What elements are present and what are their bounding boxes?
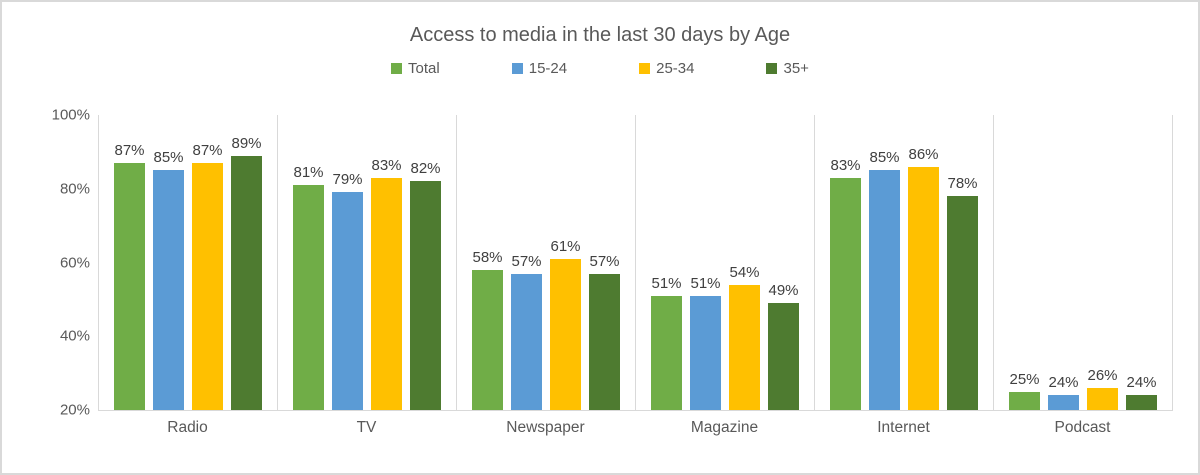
bar-tv-25-34: 83% <box>371 157 402 410</box>
legend-label: 15-24 <box>528 60 568 77</box>
category-group-newspaper: 58% 57% 61% 57% <box>457 115 636 410</box>
category-label-newspaper: Newspaper <box>506 419 585 436</box>
bar-value-label: 54% <box>729 263 760 281</box>
legend-swatch-25-34 <box>639 63 651 74</box>
y-tick-label: 20% <box>59 401 90 419</box>
bar-magazine-15-24: 51% <box>690 275 721 410</box>
bar-internet-15-24: 85% <box>869 149 900 410</box>
bar-magazine-total: 51% <box>651 275 682 410</box>
bar-value-label: 24% <box>1126 374 1157 392</box>
category-label-podcast: Podcast <box>1054 419 1111 436</box>
bar-internet-25-34: 86% <box>908 146 939 410</box>
bar-radio-total: 87% <box>114 142 145 410</box>
legend-label: 25-34 <box>656 60 695 77</box>
bar-newspaper-15-24: 57% <box>511 253 542 410</box>
bar-value-label: 85% <box>153 149 184 167</box>
bar-internet-35: 78% <box>947 175 978 410</box>
bar-newspaper-35: 57% <box>589 253 620 410</box>
legend-swatch-15-24 <box>511 63 523 74</box>
chart-title: Access to media in the last 30 days by A… <box>409 24 791 46</box>
category-group-magazine: 51% 51% 54% 49% <box>636 115 815 410</box>
legend-item-35: 35+ <box>766 60 809 77</box>
bar-value-label: 83% <box>830 156 861 174</box>
y-axis: 100% 80% 60% 40% 20% <box>30 107 90 419</box>
plot-area: 87% 85% 87% 89% 81% 79% 83% 82% 58% 57% 61% 57% 51% 5… <box>98 115 1173 411</box>
bar-newspaper-total: 58% <box>472 249 503 410</box>
bar-radio-15-24: 85% <box>153 149 184 410</box>
legend-item-15-24: 15-24 <box>511 60 568 77</box>
bar-value-label: 87% <box>114 141 145 159</box>
bar-value-label: 51% <box>651 274 682 292</box>
bar-value-label: 49% <box>768 282 799 300</box>
category-group-radio: 87% 85% 87% 89% <box>99 115 278 410</box>
category-group-tv: 81% 79% 83% 82% <box>278 115 457 410</box>
bar-value-label: 58% <box>472 248 503 266</box>
x-axis-labels: Radio TV Newspaper Magazine Internet Podcast <box>98 419 1172 437</box>
y-tick-label: 100% <box>51 106 90 124</box>
bar-podcast-15-24: 24% <box>1048 374 1079 410</box>
bar-magazine-35: 49% <box>768 282 799 410</box>
bar-internet-total: 83% <box>830 157 861 410</box>
legend-label: Total <box>408 60 440 77</box>
legend: Total 15-24 25-34 35+ <box>2 60 1198 77</box>
bar-value-label: 86% <box>908 145 939 163</box>
bar-podcast-35: 24% <box>1126 374 1157 410</box>
category-group-podcast: 25% 24% 26% 24% <box>994 115 1173 410</box>
bar-value-label: 25% <box>1009 370 1040 388</box>
bar-podcast-25-34: 26% <box>1087 367 1118 410</box>
legend-item-25-34: 25-34 <box>639 60 694 77</box>
legend-label: 35+ <box>783 60 809 77</box>
bar-value-label: 82% <box>410 160 441 178</box>
bar-magazine-25-34: 54% <box>729 264 760 410</box>
y-tick-label: 60% <box>59 254 90 271</box>
bar-value-label: 85% <box>869 149 900 167</box>
legend-swatch-35 <box>766 63 778 74</box>
bar-value-label: 81% <box>293 164 324 182</box>
bar-value-label: 89% <box>231 134 262 152</box>
legend-swatch-total <box>391 63 403 74</box>
bar-value-label: 51% <box>690 274 721 292</box>
bar-value-label: 78% <box>947 175 978 193</box>
legend-item-total: Total <box>391 60 440 77</box>
bar-tv-15-24: 79% <box>332 171 363 410</box>
bar-value-label: 83% <box>371 156 402 174</box>
y-tick-label: 40% <box>59 327 90 345</box>
bar-value-label: 87% <box>192 141 223 159</box>
bar-value-label: 24% <box>1048 374 1079 392</box>
bar-radio-35: 89% <box>231 135 262 410</box>
category-label-internet: Internet <box>877 419 930 436</box>
bar-value-label: 57% <box>589 252 620 270</box>
category-label-tv: TV <box>356 419 377 436</box>
category-group-internet: 83% 85% 86% 78% <box>815 115 994 410</box>
bar-podcast-total: 25% <box>1009 371 1040 410</box>
bar-tv-total: 81% <box>293 164 324 410</box>
y-tick-label: 80% <box>59 180 90 198</box>
bar-value-label: 79% <box>332 171 363 189</box>
category-label-magazine: Magazine <box>690 419 759 436</box>
bar-value-label: 57% <box>511 252 542 270</box>
bar-newspaper-25-34: 61% <box>550 238 581 410</box>
bar-value-label: 61% <box>550 237 581 255</box>
bar-radio-25-34: 87% <box>192 142 223 410</box>
bar-tv-35: 82% <box>410 160 441 410</box>
category-label-radio: Radio <box>167 419 208 436</box>
bar-value-label: 26% <box>1087 366 1118 384</box>
